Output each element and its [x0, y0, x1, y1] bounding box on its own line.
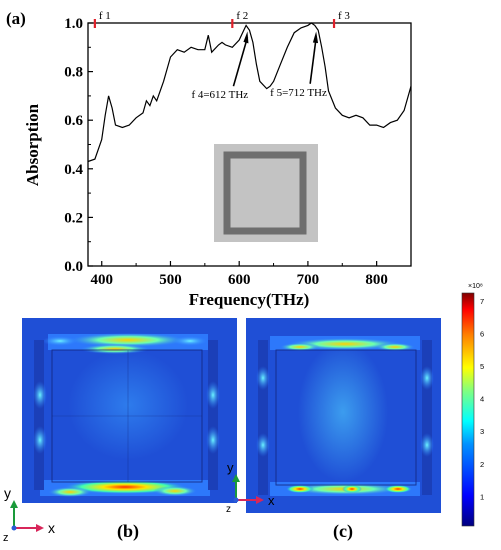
- frequency-markers: f 1 f 2 f 3: [93, 10, 350, 28]
- top-hotspot-b2: [80, 344, 150, 354]
- left-bar-b: [34, 340, 44, 490]
- annotation-arrowhead: [243, 31, 249, 44]
- colorbar-tick-label: 6: [480, 329, 484, 338]
- x-tick-label: 400: [90, 272, 113, 288]
- y-tick-label: 0.4: [64, 162, 83, 178]
- left-spot-c2: [256, 433, 270, 457]
- panel-a-label: (a): [6, 9, 26, 28]
- center-glow-c: [298, 342, 388, 482]
- annotation-text: f 4=612 THz: [191, 89, 248, 101]
- right-spot-b2: [206, 426, 220, 454]
- x-tick-label: 700: [297, 272, 320, 288]
- annotation-arrow: [309, 37, 317, 84]
- right-spot-c2: [420, 433, 434, 457]
- left-spot-b1: [33, 381, 47, 409]
- bottom-right-spot-c: [384, 485, 412, 493]
- y-tick-label: 0.0: [64, 259, 83, 275]
- absorption-series-line: [87, 22, 412, 163]
- x-tick-label: 600: [228, 272, 251, 288]
- right-bar-c: [422, 340, 432, 495]
- y-axis: 0.0 0.2 0.4 0.6 0.8 1.0: [64, 16, 93, 275]
- absorption-chart: (a) 0.0 0.2 0.4 0.6 0.8 1.0 400 500 600 700 800 A…: [6, 9, 412, 309]
- bottom-right-spot-b: [153, 486, 197, 496]
- field-map-b: y x z (b): [3, 318, 237, 544]
- colorbar-tick-label: 1: [480, 492, 484, 501]
- axis-z-label-c: z: [226, 504, 231, 515]
- axes-indicator-c: y x z: [226, 460, 275, 515]
- right-spot-b1: [206, 381, 220, 409]
- frequency-marker-label: f 2: [236, 10, 248, 22]
- colorbar: ×10⁸ 1 2 3 4 5 6 7: [461, 283, 484, 527]
- panel-b-label: (b): [117, 521, 139, 542]
- colorbar-tick-label: 5: [480, 362, 484, 371]
- colorbar-multiplier: ×10⁸: [468, 283, 483, 290]
- top-right-spot-c: [375, 343, 415, 351]
- x-tick-label: 800: [365, 272, 388, 288]
- bottom-left-spot-c: [286, 485, 314, 493]
- x-arrowhead-c: [256, 496, 264, 504]
- left-bar-c: [258, 340, 268, 495]
- frequency-marker-label: f 1: [99, 10, 111, 22]
- colorbar-tick-label: 4: [480, 395, 484, 404]
- axis-y-label-c: y: [227, 460, 234, 475]
- unit-cell-inset: [214, 144, 318, 242]
- top-left-spot-b: [42, 336, 78, 346]
- axis-z-label-b: z: [3, 532, 9, 544]
- axis-y-label-b: y: [4, 485, 11, 501]
- y-arrowhead-c: [232, 474, 240, 482]
- colorbar-ticks: 1 2 3 4 5 6 7: [480, 297, 484, 502]
- right-bar-b: [208, 340, 218, 490]
- left-spot-b2: [33, 426, 47, 454]
- x-tick-label: 500: [159, 272, 182, 288]
- panel-c-label: (c): [333, 521, 353, 542]
- axis-x-label-b: x: [48, 520, 55, 536]
- right-spot-c1: [420, 366, 434, 390]
- unit-cell-ring: [223, 151, 307, 235]
- top-left-spot-c: [280, 343, 320, 351]
- axes-indicator-b: y x z: [3, 485, 55, 544]
- y-tick-label: 0.2: [64, 210, 83, 226]
- left-spot-c1: [256, 366, 270, 390]
- annotation-arrowhead: [312, 31, 319, 44]
- x-arrowhead-b: [36, 524, 44, 532]
- top-hotspot-b: [68, 333, 188, 347]
- frequency-marker-label: f 3: [338, 10, 350, 22]
- z-dot-b: [11, 525, 17, 531]
- inner-outline-c: [275, 349, 417, 486]
- y-tick-label: 0.8: [64, 65, 83, 81]
- peak-annotations: f 4=612 THz f 5=712 THz: [191, 31, 327, 101]
- y-axis-label: Absorption: [23, 103, 42, 186]
- colorbar-tick-label: 7: [480, 297, 484, 306]
- annotation-arrow: [232, 37, 249, 87]
- x-axis: 400 500 600 700 800: [90, 261, 388, 288]
- x-axis-label: Frequency(THz): [189, 290, 310, 309]
- annotation-text: f 5=712 THz: [270, 87, 327, 99]
- axis-x-label-c: x: [268, 493, 275, 508]
- bottom-left-spot-b: [48, 487, 92, 497]
- y-tick-label: 1.0: [64, 16, 83, 32]
- bottom-center-spot-c: [342, 485, 362, 493]
- colorbar-tick-label: 3: [480, 427, 484, 436]
- y-arrowhead-b: [10, 500, 18, 508]
- top-right-spot-b: [172, 336, 208, 346]
- field-map-c: y x z (c): [226, 318, 441, 542]
- colorbar-tick-label: 2: [480, 460, 484, 469]
- y-tick-label: 0.6: [64, 113, 83, 129]
- colorbar-gradient: [461, 292, 475, 527]
- z-dot-c: [233, 497, 239, 503]
